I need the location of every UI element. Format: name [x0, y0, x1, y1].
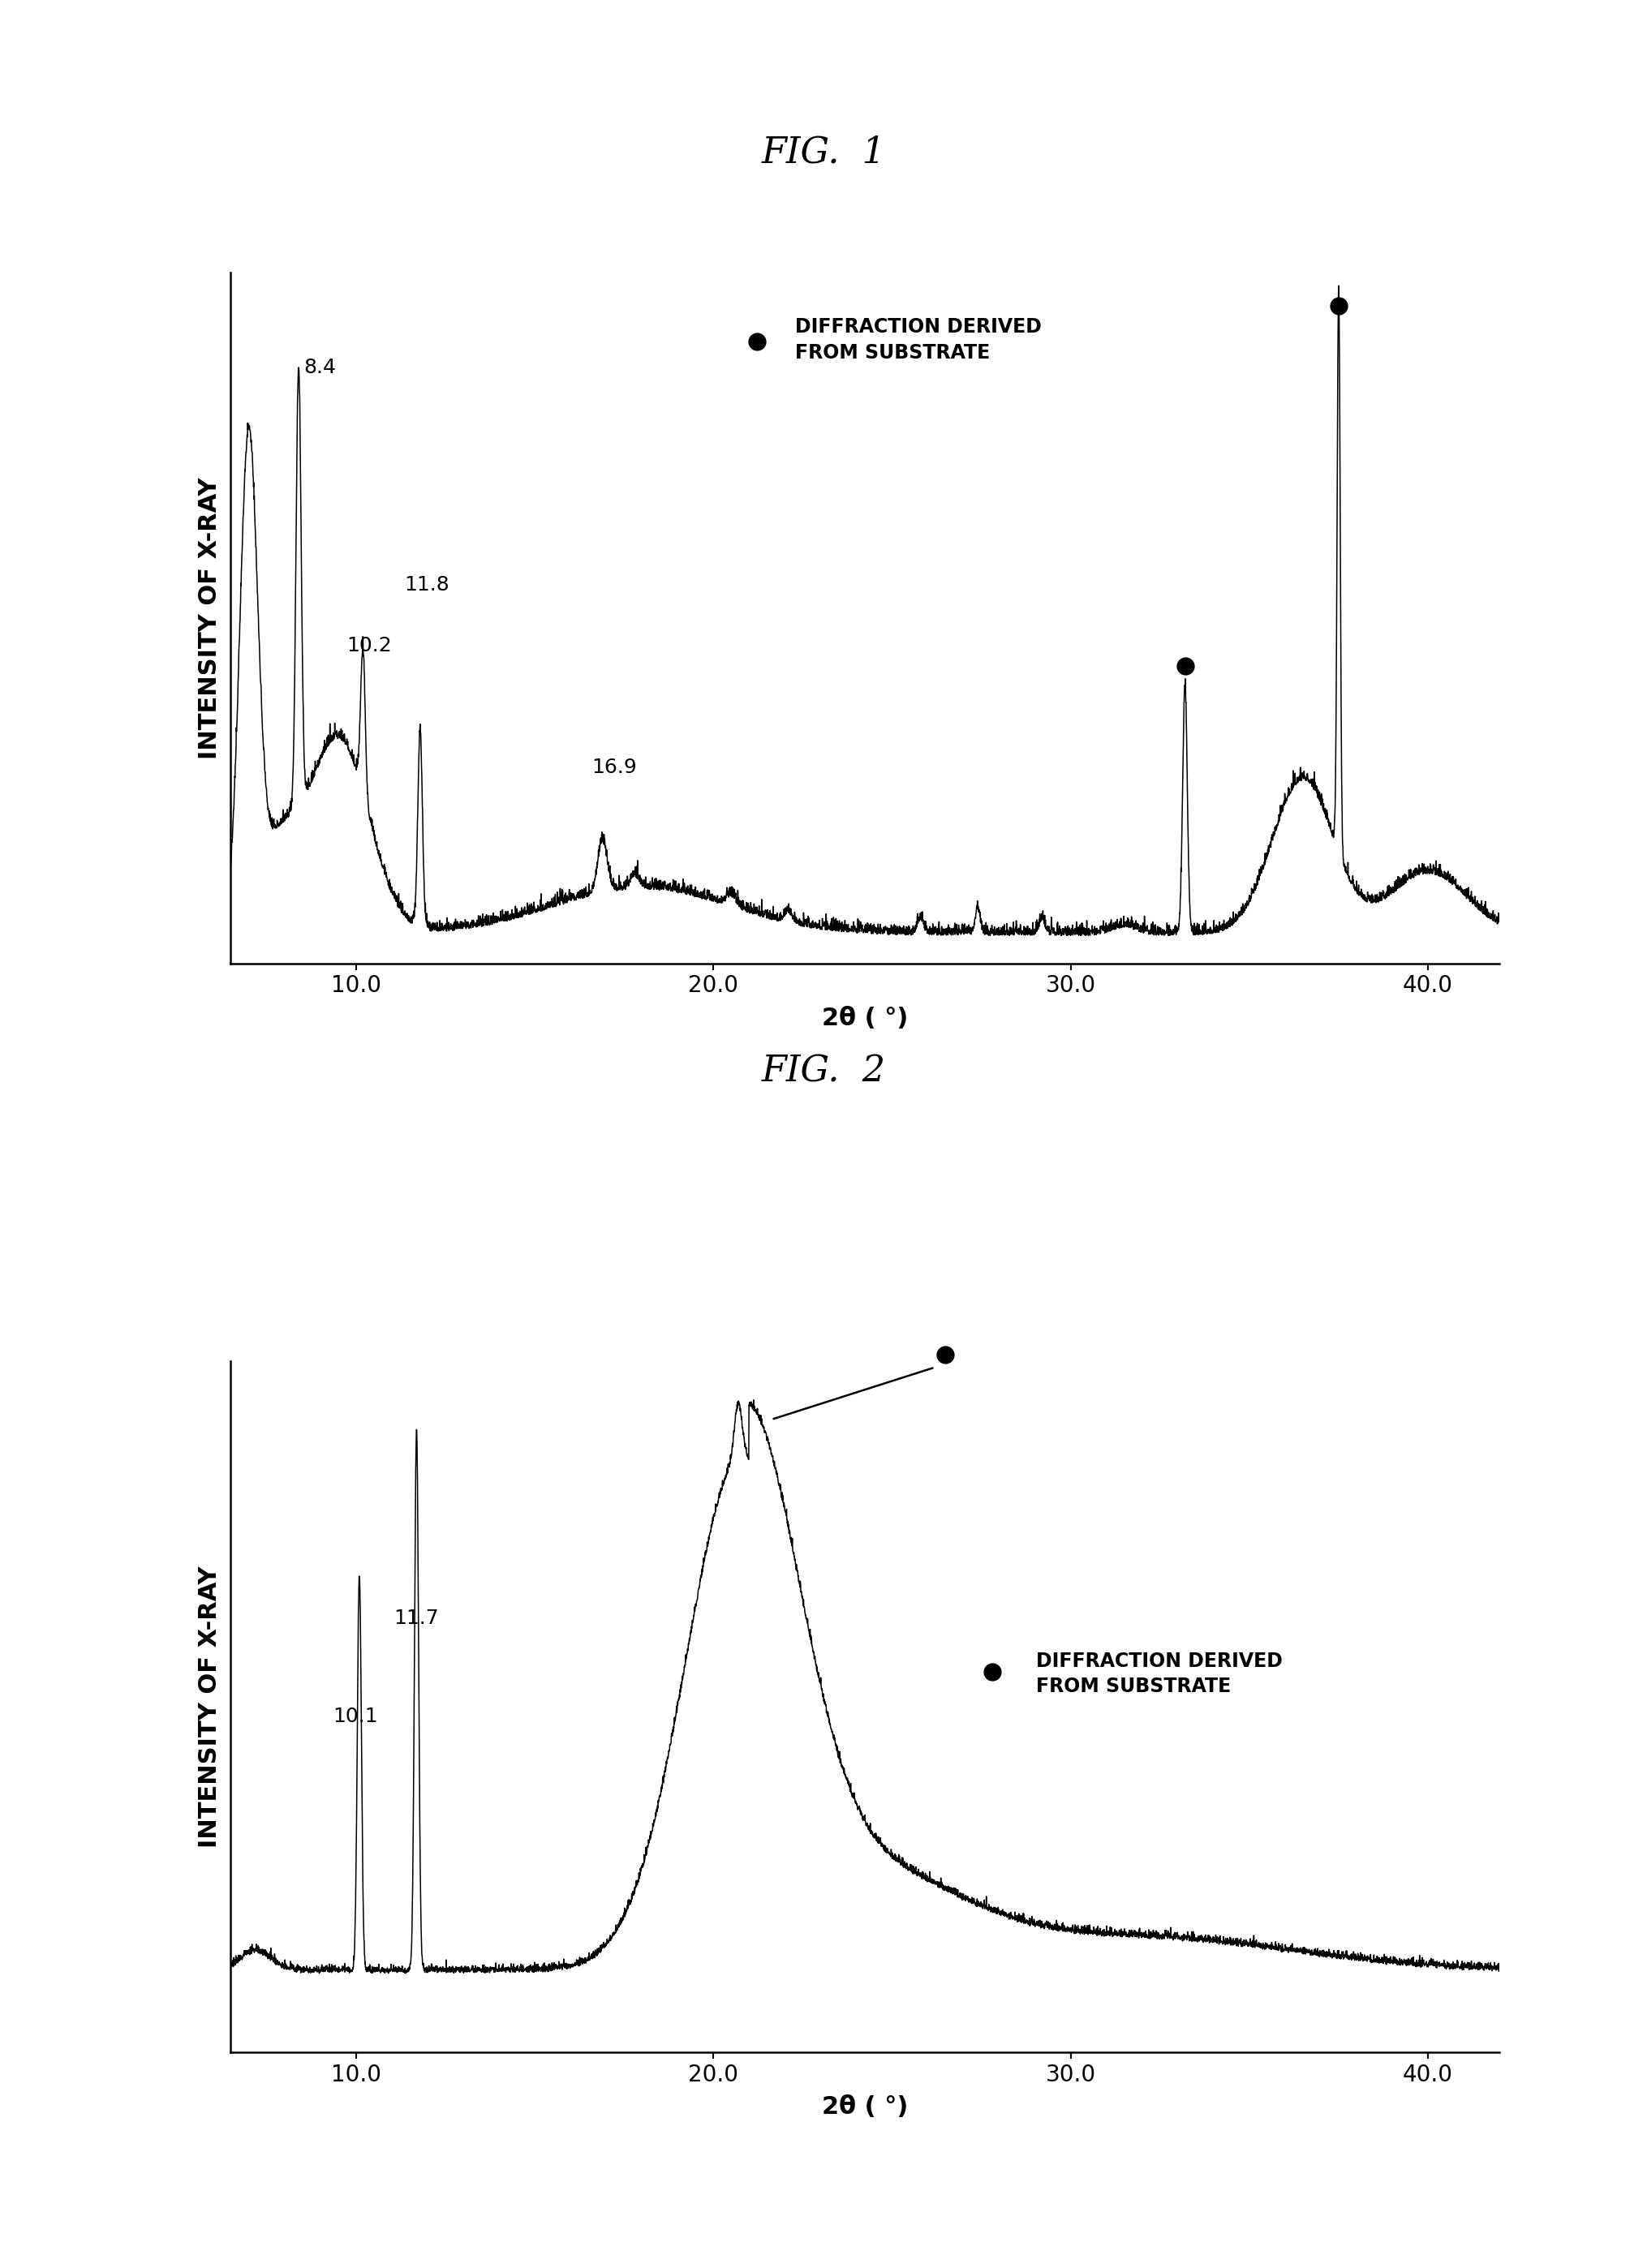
X-axis label: 2θ ( °): 2θ ( °)	[822, 2096, 907, 2118]
Text: FIG.  1: FIG. 1	[761, 136, 886, 170]
Text: 10.2: 10.2	[346, 635, 392, 655]
Y-axis label: INTENSITY OF X-RAY: INTENSITY OF X-RAY	[198, 476, 222, 760]
Text: 8.4: 8.4	[303, 358, 336, 376]
Text: 10.1: 10.1	[333, 1708, 377, 1726]
X-axis label: 2θ ( °): 2θ ( °)	[822, 1007, 907, 1030]
Text: DIFFRACTION DERIVED
FROM SUBSTRATE: DIFFRACTION DERIVED FROM SUBSTRATE	[1036, 1651, 1283, 1696]
Text: 11.8: 11.8	[404, 574, 450, 594]
Text: FIG.  2: FIG. 2	[761, 1055, 886, 1089]
Y-axis label: INTENSITY OF X-RAY: INTENSITY OF X-RAY	[198, 1565, 222, 1848]
Text: DIFFRACTION DERIVED
FROM SUBSTRATE: DIFFRACTION DERIVED FROM SUBSTRATE	[796, 318, 1041, 363]
Text: 16.9: 16.9	[591, 758, 637, 778]
Text: 11.7: 11.7	[394, 1608, 438, 1628]
